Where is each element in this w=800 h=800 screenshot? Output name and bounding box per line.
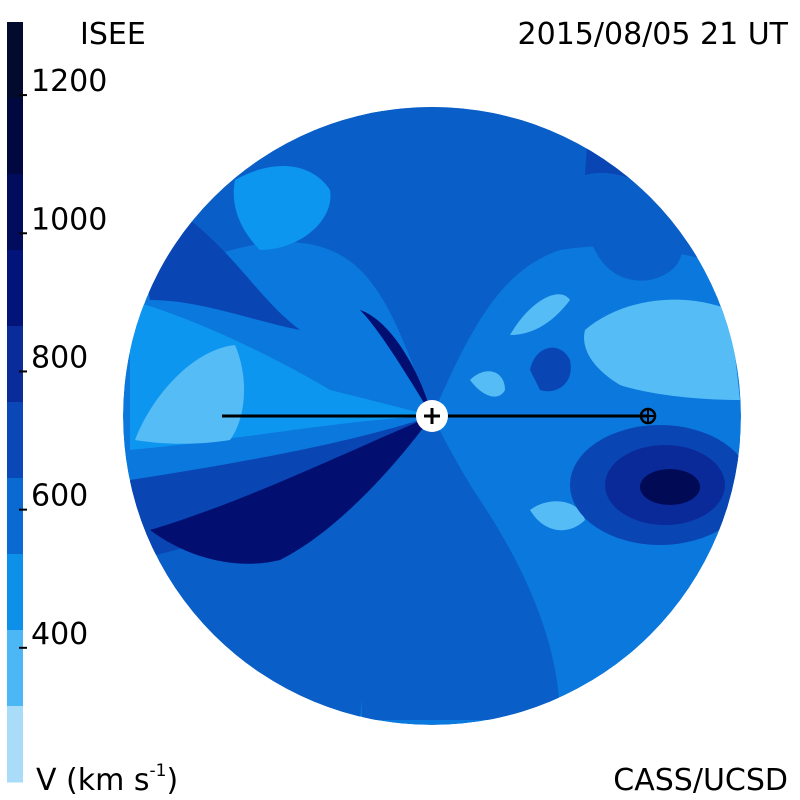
colorbar-band xyxy=(7,630,23,707)
colorbar-ticks: 1200 1000 800 600 400 xyxy=(19,64,107,652)
colorbar-band xyxy=(7,326,23,403)
region-right-light xyxy=(584,299,740,400)
colorbar-tick-label: 400 xyxy=(31,617,88,652)
earth-icon xyxy=(639,407,657,425)
timestamp-label: 2015/08/05 21 UT xyxy=(518,17,789,52)
region-center-light xyxy=(470,371,505,397)
region-right-light-small xyxy=(510,294,570,335)
colorbar-band xyxy=(7,174,23,251)
colorbar-tick-label: 600 xyxy=(31,479,88,514)
instrument-label: ISEE xyxy=(80,17,146,52)
colorbar-band xyxy=(7,706,23,783)
colorbar-band xyxy=(7,478,23,555)
colorbar-band xyxy=(7,250,23,327)
credit-label: CASS/UCSD xyxy=(613,763,788,798)
colorbar-band xyxy=(7,98,23,175)
colorbar-band xyxy=(7,554,23,631)
colorbar-tick-label: 1200 xyxy=(31,64,107,99)
colorbar-unit-label: V (km s-1) xyxy=(36,761,178,798)
region-high-speed-inner xyxy=(640,469,700,505)
colorbar-tick-label: 1000 xyxy=(31,202,107,237)
colorbar-band xyxy=(7,22,23,99)
colorbar-tick-label: 800 xyxy=(31,340,88,375)
colorbar-band xyxy=(7,402,23,479)
region-left-pale xyxy=(135,345,245,444)
region-top-column xyxy=(365,110,540,311)
region-mid-blob xyxy=(530,347,571,392)
region-bottom-light xyxy=(530,501,585,531)
region-top-left-light xyxy=(233,166,331,250)
sun-icon xyxy=(416,400,448,432)
region-upper-left-edge xyxy=(140,220,300,330)
colorbar xyxy=(7,22,23,783)
region-left-wedge-inner xyxy=(150,416,432,564)
region-lower-center xyxy=(361,416,560,720)
region-upper-right-mid xyxy=(585,190,683,281)
region-sun-streak-low xyxy=(372,416,432,442)
